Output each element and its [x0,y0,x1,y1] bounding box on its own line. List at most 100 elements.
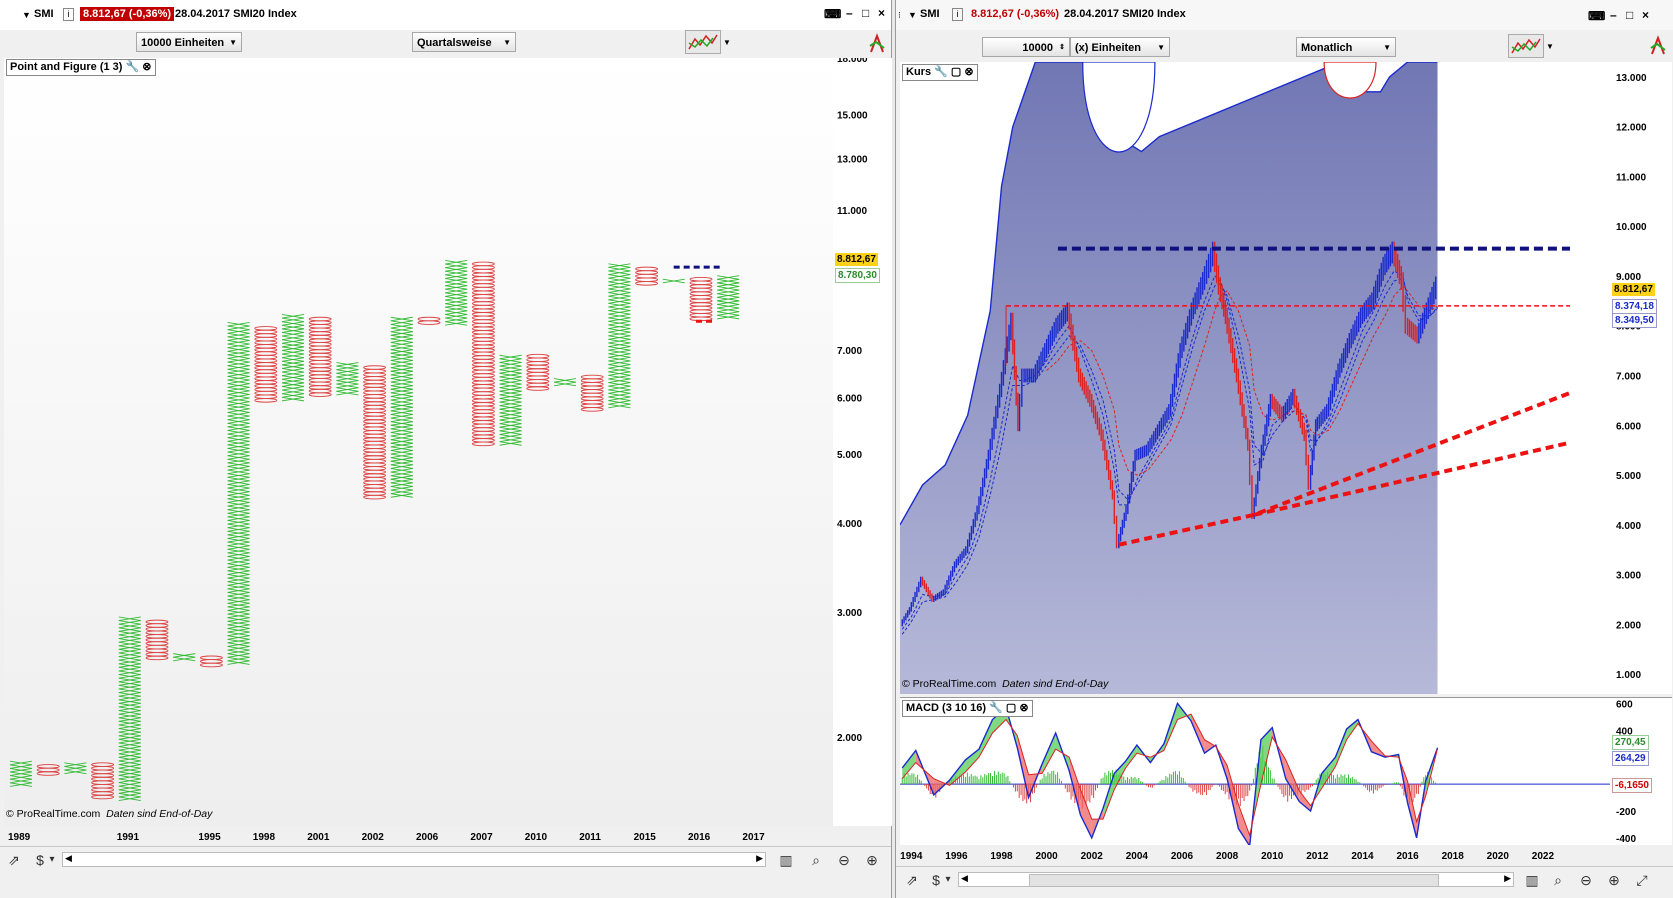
pnf-y-tick-label: 7.000 [837,346,862,357]
zoom-out-icon[interactable]: ⊖ [1580,872,1592,888]
pnf-x-box [390,489,413,495]
horizontal-scrollbar[interactable]: ◀ ▶ [62,852,766,867]
scroll-left-icon[interactable]: ◀ [65,853,72,863]
horizontal-scrollbar[interactable]: ◀ ▶ [958,872,1514,887]
macd-chart-area[interactable]: MACD (3 10 16) 🔧 ▢ ⊗ [900,697,1610,849]
price-x-tick-label: 1996 [945,851,968,862]
scroll-thumb[interactable] [1029,874,1439,887]
zoom-fit-icon[interactable]: ⌕ [812,852,820,868]
pnf-x-box [390,381,413,387]
pnf-o-column [308,316,332,397]
pnf-x-box [608,374,631,380]
keyboard-icon[interactable]: ⌨ [824,7,842,21]
macd-y-tick-label: 600 [1616,699,1633,710]
price-y-axis-svg: 13.00012.00011.00010.0009.0008.0007.0006… [1616,73,1647,681]
moving-average-line [901,270,1438,630]
close-icon[interactable]: × [878,6,886,20]
pnf-x-column [608,263,631,409]
macd-signal-fill [965,749,979,772]
indicator-icon [1650,35,1666,55]
keyboard-icon[interactable]: ⌨ [1588,9,1606,23]
pnf-x-box [390,439,413,444]
pnf-x-box [390,421,413,426]
export-icon[interactable]: ⇗ [8,852,20,868]
wrench-icon[interactable]: 🔧 [125,61,140,73]
pnf-x-box [390,320,413,325]
window-menu-icon[interactable]: ⁝ [898,10,901,20]
maximize-icon[interactable]: □ [862,6,870,20]
zoom-in-icon[interactable]: ⊕ [866,852,878,868]
zoom-in-icon[interactable]: ⊕ [1608,872,1620,888]
pnf-x-box [608,277,631,283]
pnf-x-box [64,766,87,771]
pnf-x-box [281,317,305,323]
minimize-icon[interactable]: – [846,6,853,20]
close-icon[interactable]: ⊗ [142,61,152,73]
pnf-x-box [281,375,305,380]
indicator-add-button[interactable] [1648,34,1668,58]
units-dropdown[interactable]: 10000 Einheiten ▼ [136,32,242,52]
info-icon[interactable]: i [952,8,963,21]
zoom-out-icon[interactable]: ⊖ [838,852,850,868]
pnf-x-box [227,361,250,367]
ceiling-gap-1 [1082,61,1156,153]
chevron-down-icon[interactable]: ▼ [1546,42,1554,51]
chart-options-icon[interactable]: ▥ [1525,872,1539,888]
wrench-icon[interactable]: 🔧 [934,66,948,78]
chart-options-icon[interactable]: ▥ [779,852,793,868]
scroll-right-icon[interactable]: ▶ [756,853,763,863]
symbol-menu-arrow-icon[interactable]: ▼ [908,10,917,20]
left-symbol[interactable]: SMI [34,8,54,20]
window-icon[interactable]: ▢ [950,66,962,78]
symbol-menu-arrow-icon[interactable]: ▼ [22,10,31,20]
window-icon[interactable]: ▢ [1005,702,1017,714]
pnf-x-box [118,695,141,701]
zoom-fit-icon[interactable]: ⌕ [1554,872,1562,888]
units-input[interactable]: 10000 ⇕ [982,37,1070,57]
maximize-icon[interactable]: □ [1626,8,1634,22]
pnf-x-box [281,346,305,351]
pnf-x-box [608,360,631,366]
scale-icon[interactable]: $ [36,852,44,868]
close-icon[interactable]: × [1642,8,1650,22]
pnf-x-box [227,444,250,449]
pnf-x-box [281,328,305,333]
close-icon[interactable]: ⊗ [964,66,974,78]
period-dropdown[interactable]: Quartalsweise ▼ [412,32,516,52]
minimize-icon[interactable]: – [1610,8,1617,22]
indicator-add-button[interactable] [867,32,887,56]
pnf-x-box [227,340,250,345]
price-chart-area[interactable]: Kurs 🔧 ▢ ⊗ © ProRealTime.com Daten sind … [899,61,1610,694]
period-dropdown[interactable]: Monatlich ▼ [1296,37,1396,57]
pnf-x-box [227,422,250,428]
right-symbol[interactable]: SMI [920,8,940,20]
pnf-x-box [390,457,413,462]
units-type-dropdown[interactable]: (x) Einheiten ▼ [1070,37,1170,57]
chart-type-button[interactable] [685,30,721,54]
scale-icon[interactable]: $ [932,872,940,888]
stepper-icon[interactable]: ⇕ [1059,44,1065,51]
pnf-x-box [118,771,141,776]
chevron-down-icon[interactable]: ▾ [945,874,951,885]
pnf-chart-area[interactable]: Point and Figure (1 3) 🔧 ⊗ © ProRealTime… [4,58,833,826]
scroll-right-icon[interactable]: ▶ [1504,873,1511,883]
scroll-left-icon[interactable]: ◀ [961,873,968,883]
close-icon[interactable]: ⊗ [1019,702,1029,714]
macd-label-2: 264,29 [1612,751,1649,766]
fullscreen-icon[interactable]: ⤢ [1636,872,1648,888]
ma1-price-label: 8.374,18 [1612,299,1657,314]
pnf-x-box [227,592,250,597]
chart-type-button[interactable] [1508,34,1544,58]
info-icon[interactable]: i [63,8,74,21]
pnf-x-box [499,430,522,435]
pnf-x-box [390,324,413,329]
price-y-tick-label: 4.000 [1616,521,1641,532]
export-icon[interactable]: ⇗ [906,872,918,888]
pnf-x-box [608,389,631,394]
right-toolbar: 10000 ⇕ (x) Einheiten ▼ Monatlich ▼ ▼ [896,30,1673,62]
chevron-down-icon[interactable]: ▼ [723,38,731,47]
chevron-down-icon: ▼ [503,38,511,47]
pnf-x-box [227,620,250,626]
wrench-icon[interactable]: 🔧 [989,702,1003,714]
chevron-down-icon[interactable]: ▾ [49,854,55,865]
